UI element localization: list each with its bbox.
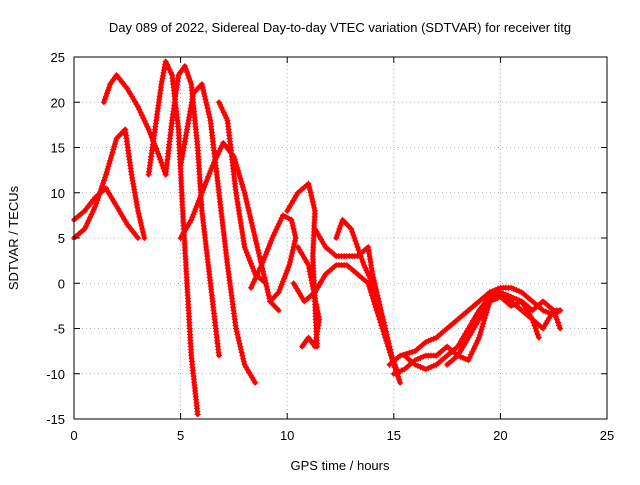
x-tick-label: 25 bbox=[600, 428, 614, 443]
x-tick-label: 10 bbox=[280, 428, 294, 443]
series-markers bbox=[248, 212, 299, 305]
tick-layer: 0 5 10 15 20 25 -15 -10 -5 0 5 10 15 20 25 bbox=[46, 50, 614, 443]
y-tick-label: 20 bbox=[51, 95, 65, 110]
series-markers bbox=[177, 81, 259, 386]
series-markers bbox=[386, 284, 564, 368]
series-track-18 bbox=[444, 293, 542, 368]
chart-title: Day 089 of 2022, Sidereal Day-to-day VTE… bbox=[109, 20, 571, 35]
x-tick-label: 15 bbox=[387, 428, 401, 443]
series-markers bbox=[162, 63, 222, 359]
series-track-2 bbox=[71, 126, 148, 241]
series-markers bbox=[216, 99, 269, 287]
series-markers bbox=[294, 244, 323, 350]
series-track-11 bbox=[294, 244, 323, 350]
series-track-15 bbox=[386, 284, 564, 368]
series-trace bbox=[248, 213, 298, 304]
series-markers bbox=[100, 72, 169, 178]
series-track-17 bbox=[401, 289, 564, 373]
y-tick-label: -15 bbox=[46, 412, 65, 427]
y-tick-label: 15 bbox=[51, 141, 65, 156]
y-tick-label: 25 bbox=[51, 50, 65, 65]
x-axis-label: GPS time / hours bbox=[291, 458, 390, 473]
series-track-14 bbox=[333, 216, 389, 341]
series-markers bbox=[444, 293, 542, 368]
series-markers bbox=[71, 126, 148, 241]
grid-layer bbox=[74, 57, 607, 419]
series-track-5 bbox=[162, 63, 222, 359]
y-tick-label: 0 bbox=[58, 276, 65, 291]
y-tick-label: 5 bbox=[58, 231, 65, 246]
y-tick-label: -10 bbox=[46, 367, 65, 382]
series-layer bbox=[71, 58, 564, 418]
plot-frame bbox=[73, 56, 608, 420]
y-tick-label: 10 bbox=[51, 186, 65, 201]
series-track-9 bbox=[248, 212, 299, 305]
series-track-3 bbox=[100, 72, 169, 178]
y-tick-label: -5 bbox=[53, 322, 65, 337]
x-tick-label: 0 bbox=[70, 428, 77, 443]
x-tick-label: 20 bbox=[493, 428, 507, 443]
series-markers bbox=[333, 216, 389, 341]
y-axis-label: SDTVAR / TECUs bbox=[6, 185, 21, 290]
x-tick-label: 5 bbox=[177, 428, 184, 443]
